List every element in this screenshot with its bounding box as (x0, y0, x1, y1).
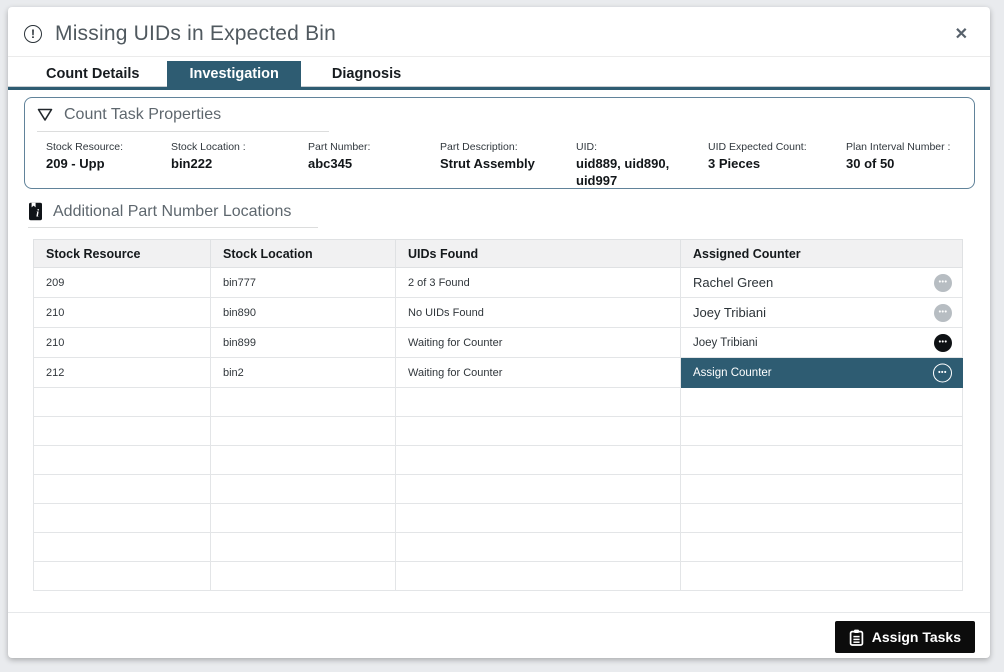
cell-uids-found: Waiting for Counter (395, 357, 681, 388)
table-row-empty (33, 561, 963, 591)
field-uid-expected-count: UID Expected Count: 3 Pieces (708, 141, 846, 190)
locations-table: Stock Resource Stock Location UIDs Found… (33, 239, 963, 591)
dialog-title: Missing UIDs in Expected Bin (55, 22, 337, 45)
dialog-header: ! Missing UIDs in Expected Bin ✕ (8, 7, 990, 57)
assigned-counter-name: Rachel Green (693, 275, 774, 290)
cell-uids-found: Waiting for Counter (395, 327, 681, 358)
field-label: UID Expected Count: (708, 141, 807, 153)
field-label: Plan Interval Number : (846, 141, 951, 153)
ellipsis-menu-icon[interactable]: ••• (934, 333, 952, 352)
table-row[interactable]: 210 bin890 No UIDs Found Joey Tribiani •… (33, 297, 963, 328)
assigned-counter-name: Joey Tribiani (693, 305, 766, 320)
cell-assigned-counter[interactable]: Joey Tribiani ••• (680, 327, 963, 358)
cell-assigned-counter[interactable]: Rachel Green ••• (680, 267, 963, 298)
table-row-empty (33, 503, 963, 533)
cell-assigned-counter[interactable]: Joey Tribiani ••• (680, 297, 963, 328)
col-header-assigned-counter: Assigned Counter (680, 239, 963, 268)
field-value: abc345 (308, 156, 353, 171)
cell-stock-resource: 210 (33, 297, 211, 328)
field-label: Stock Location : (171, 141, 246, 153)
table-row-empty (33, 387, 963, 417)
assign-tasks-button[interactable]: Assign Tasks (834, 621, 975, 653)
field-part-description: Part Description: Strut Assembly (440, 141, 576, 190)
ellipsis-menu-icon[interactable]: ••• (934, 273, 952, 292)
tab-diagnosis[interactable]: Diagnosis (331, 66, 402, 82)
table-row-empty (33, 445, 963, 475)
cell-stock-resource: 209 (33, 267, 211, 298)
col-header-uids-found: UIDs Found (395, 239, 681, 268)
svg-text:i: i (36, 208, 39, 219)
field-label: Part Number: (308, 141, 371, 153)
table-row-empty (33, 416, 963, 446)
ellipsis-dots: ••• (938, 339, 948, 346)
cell-stock-resource: 210 (33, 327, 211, 358)
col-header-stock-resource: Stock Resource (33, 239, 211, 268)
field-plan-interval-number: Plan Interval Number : 30 of 50 (846, 141, 976, 190)
section-heading-label: Additional Part Number Locations (53, 202, 292, 220)
cell-assign-counter[interactable]: Assign Counter ••• (680, 357, 963, 388)
table-row[interactable]: 212 bin2 Waiting for Counter Assign Coun… (33, 357, 963, 388)
field-value: uid889, uid890, uid997 (576, 156, 670, 188)
field-part-number: Part Number: abc345 (308, 141, 440, 190)
count-task-properties-heading[interactable]: Count Task Properties (37, 106, 329, 132)
field-value: 3 Pieces (708, 156, 761, 171)
field-label: UID: (576, 141, 597, 153)
clipboard-icon (849, 629, 864, 646)
field-stock-location: Stock Location : bin222 (171, 141, 308, 190)
collapse-triangle-icon[interactable] (37, 108, 53, 122)
ellipsis-dots: ••• (938, 369, 947, 376)
count-task-properties-panel: Count Task Properties Stock Resource: 20… (24, 97, 975, 189)
cell-stock-location: bin777 (210, 267, 396, 298)
assigned-counter-name: Joey Tribiani (693, 336, 758, 349)
table-header-row: Stock Resource Stock Location UIDs Found… (33, 239, 963, 268)
ellipsis-menu-icon[interactable]: ••• (933, 363, 952, 382)
additional-locations-heading: i Additional Part Number Locations (28, 202, 318, 228)
field-label: Part Description: (440, 141, 518, 153)
field-uid: UID: uid889, uid890, uid997 (576, 141, 708, 190)
assigned-counter-name: Assign Counter (693, 366, 772, 379)
cell-uids-found: No UIDs Found (395, 297, 681, 328)
cell-stock-location: bin2 (210, 357, 396, 388)
cell-stock-location: bin890 (210, 297, 396, 328)
part-info-book-icon: i (29, 202, 42, 221)
alert-circle-icon: ! (24, 25, 42, 43)
col-header-stock-location: Stock Location (210, 239, 396, 268)
footer-divider (8, 612, 990, 613)
field-value: Strut Assembly (440, 156, 535, 171)
field-value: bin222 (171, 156, 213, 171)
tab-investigation[interactable]: Investigation (167, 61, 301, 87)
assign-tasks-label: Assign Tasks (871, 629, 961, 645)
ellipsis-menu-icon[interactable]: ••• (934, 303, 952, 322)
properties-fields: Stock Resource: 209 - Upp Stock Location… (37, 141, 962, 190)
table-row-empty (33, 474, 963, 504)
tab-strip: Count Details Investigation Diagnosis (8, 61, 990, 90)
table-row[interactable]: 210 bin899 Waiting for Counter Joey Trib… (33, 327, 963, 358)
ellipsis-dots: ••• (938, 279, 948, 286)
field-stock-resource: Stock Resource: 209 - Upp (46, 141, 171, 190)
dialog-missing-uids: ! Missing UIDs in Expected Bin ✕ Count D… (8, 7, 990, 658)
field-value: 209 - Upp (46, 156, 105, 171)
cell-stock-resource: 212 (33, 357, 211, 388)
field-value: 30 of 50 (846, 156, 895, 171)
cell-uids-found: 2 of 3 Found (395, 267, 681, 298)
table-row-empty (33, 532, 963, 562)
cell-stock-location: bin899 (210, 327, 396, 358)
close-icon[interactable]: ✕ (954, 26, 968, 43)
ellipsis-dots: ••• (938, 309, 948, 316)
panel-heading-label: Count Task Properties (64, 106, 222, 123)
table-row[interactable]: 209 bin777 2 of 3 Found Rachel Green ••• (33, 267, 963, 298)
field-label: Stock Resource: (46, 141, 124, 153)
tab-count-details[interactable]: Count Details (46, 66, 140, 82)
